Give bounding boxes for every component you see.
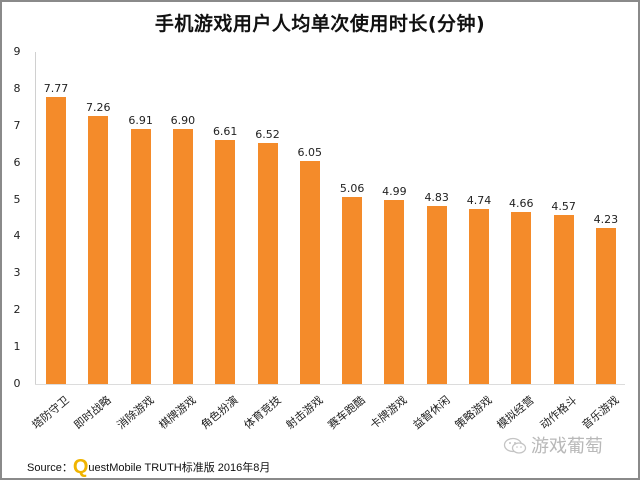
y-tick-label: 8: [13, 81, 21, 95]
bar: [553, 215, 574, 384]
bar: [46, 97, 66, 384]
bar-value-label: 6.91: [128, 114, 153, 128]
bar: [595, 227, 616, 384]
bar-value-label: 4.23: [593, 212, 619, 226]
y-tick-label: 9: [13, 45, 21, 58]
y-tick-label: 2: [13, 303, 21, 317]
y-tick-label: 3: [13, 266, 21, 280]
source-note: Source：QuestMobile TRUTH标准版 2016年8月: [27, 456, 270, 479]
bar-value-label: 4.74: [466, 194, 492, 208]
bar: [299, 160, 320, 384]
bar-value-label: 7.26: [86, 101, 111, 115]
watermark: 游戏葡萄: [503, 432, 603, 458]
bar: [215, 140, 236, 384]
questmobile-logo-q: Q: [72, 456, 89, 478]
bar: [88, 116, 109, 384]
y-tick-label: 6: [13, 155, 21, 169]
bar-value-label: 6.61: [212, 125, 238, 139]
y-axis-line: [35, 52, 36, 384]
y-tick-label: 1: [13, 340, 21, 354]
y-tick-label: 7: [13, 118, 21, 132]
bar: [426, 205, 447, 384]
source-text: uestMobile TRUTH标准版 2016年8月: [88, 462, 271, 474]
y-tick-label: 5: [13, 192, 21, 206]
bar: [342, 197, 363, 384]
y-tick-label: 4: [13, 229, 21, 243]
source-prefix: Source：: [27, 462, 73, 474]
wechat-icon: [503, 437, 527, 454]
bar: [384, 199, 405, 384]
bar-value-label: 6.90: [170, 114, 196, 128]
bar-value-label: 7.77: [43, 82, 69, 96]
bar-value-label: 4.99: [382, 184, 407, 198]
bar: [257, 143, 278, 384]
bar: [511, 212, 532, 384]
bar-value-label: 5.06: [339, 182, 365, 196]
bar-value-label: 6.05: [297, 145, 323, 159]
bar: [172, 129, 193, 384]
bar: [469, 209, 489, 384]
bar-value-label: 4.66: [509, 197, 534, 211]
bar-value-label: 4.57: [551, 200, 576, 214]
bar-value-label: 6.52: [255, 128, 280, 142]
y-tick-label: 0: [13, 377, 21, 390]
x-axis-line: [35, 384, 625, 385]
watermark-text: 游戏葡萄: [531, 436, 603, 457]
bar-value-label: 4.83: [424, 190, 449, 204]
chart-title: 手机游戏用户人均单次使用时长(分钟): [154, 13, 486, 35]
bar: [130, 129, 151, 384]
